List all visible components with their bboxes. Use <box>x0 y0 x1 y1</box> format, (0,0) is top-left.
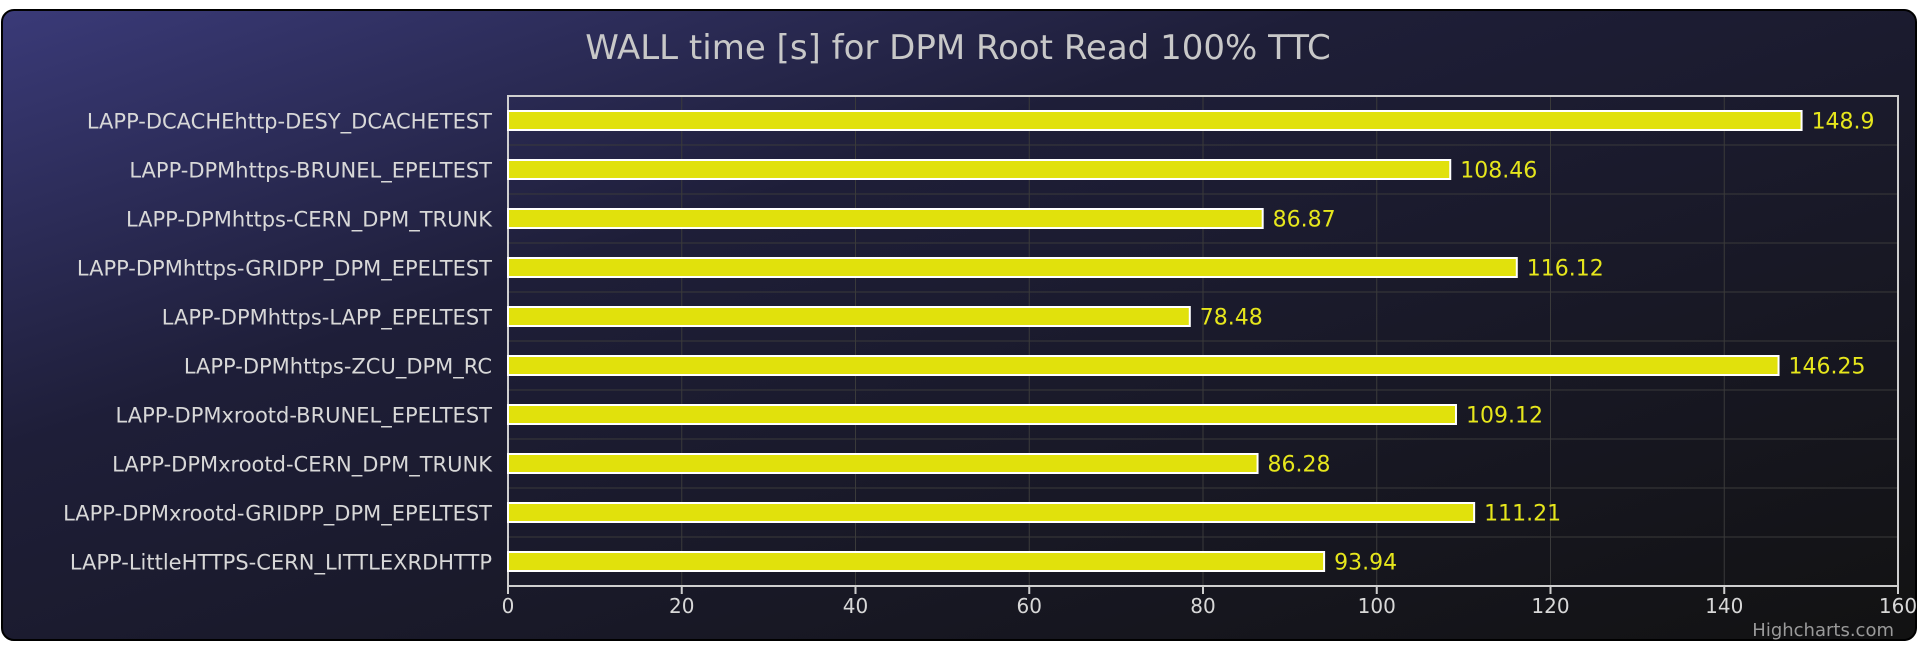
bar[interactable] <box>507 551 1326 572</box>
credits-link[interactable]: Highcharts.com <box>1752 620 1894 641</box>
data-label: 109.12 <box>1466 404 1543 429</box>
bar[interactable] <box>507 208 1264 229</box>
category-label: LAPP-DPMxrootd-GRIDPP_DPM_EPELTEST <box>63 502 492 527</box>
category-label: LAPP-DCACHEhttp-DESY_DCACHETEST <box>87 110 492 135</box>
data-label: 86.87 <box>1273 208 1336 233</box>
x-tick-label: 40 <box>843 594 868 618</box>
bar[interactable] <box>507 453 1259 474</box>
bar[interactable] <box>507 404 1457 425</box>
bar[interactable] <box>507 110 1803 131</box>
data-label: 108.46 <box>1460 159 1537 184</box>
category-label: LAPP-DPMhttps-ZCU_DPM_RC <box>184 355 492 380</box>
data-label: 116.12 <box>1527 257 1604 282</box>
x-tick-label: 120 <box>1531 594 1569 618</box>
category-label: LAPP-DPMhttps-LAPP_EPELTEST <box>162 306 492 331</box>
data-label: 86.28 <box>1268 453 1331 478</box>
x-tick-label: 0 <box>502 594 515 618</box>
category-label: LAPP-DPMhttps-GRIDPP_DPM_EPELTEST <box>77 257 492 282</box>
chart-title: WALL time [s] for DPM Root Read 100% TTC <box>585 28 1331 68</box>
bar[interactable] <box>507 502 1476 523</box>
data-label: 146.25 <box>1789 355 1866 380</box>
x-tick-label: 140 <box>1705 594 1743 618</box>
data-label: 148.9 <box>1812 110 1875 135</box>
bar[interactable] <box>507 257 1518 278</box>
bar[interactable] <box>507 355 1780 376</box>
x-tick-label: 20 <box>669 594 694 618</box>
category-label: LAPP-DPMhttps-BRUNEL_EPELTEST <box>129 159 492 184</box>
category-labels: LAPP-DCACHEhttp-DESY_DCACHETEST LAPP-DPMh… <box>63 110 493 576</box>
data-label: 93.94 <box>1334 551 1397 576</box>
bar[interactable] <box>507 159 1452 180</box>
x-axis-ticks: 0 20 40 60 80 100 120 140 160 <box>502 586 1917 618</box>
category-label: LAPP-DPMhttps-CERN_DPM_TRUNK <box>126 208 493 233</box>
category-label: LAPP-DPMxrootd-CERN_DPM_TRUNK <box>112 453 493 478</box>
bar-series: 148.9 108.46 86.87 116.12 78.48 146.25 109.12 8… <box>507 110 1875 576</box>
bar[interactable] <box>507 306 1191 327</box>
category-label: LAPP-LittleHTTPS-CERN_LITTLEXRDHTTP <box>70 551 492 576</box>
data-label: 111.21 <box>1484 502 1561 527</box>
data-label: 78.48 <box>1200 306 1263 331</box>
category-label: LAPP-DPMxrootd-BRUNEL_EPELTEST <box>116 404 493 429</box>
x-tick-label: 80 <box>1190 594 1215 618</box>
x-tick-label: 60 <box>1017 594 1042 618</box>
x-tick-label: 160 <box>1879 594 1917 618</box>
x-tick-label: 100 <box>1358 594 1396 618</box>
